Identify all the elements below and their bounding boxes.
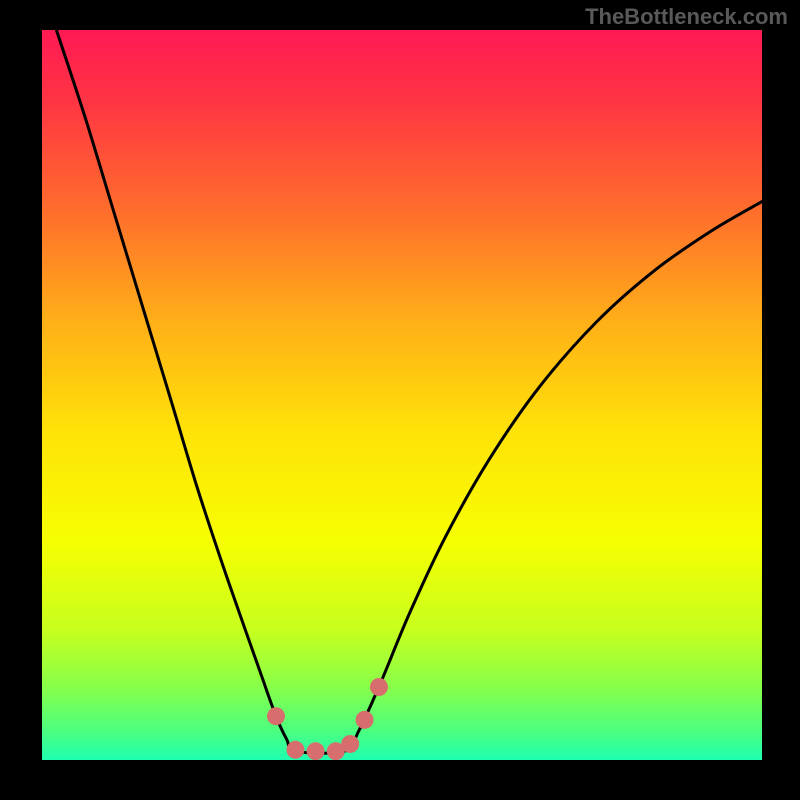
bottleneck-curve-path [56, 30, 762, 753]
data-marker [267, 707, 285, 725]
data-marker [370, 678, 388, 696]
bottleneck-curves [42, 30, 762, 760]
data-marker [307, 742, 325, 760]
data-marker [286, 741, 304, 759]
plot-area [42, 30, 762, 760]
data-marker [356, 711, 374, 729]
watermark-text: TheBottleneck.com [585, 4, 788, 30]
chart-container: TheBottleneck.com [0, 0, 800, 800]
data-marker [341, 735, 359, 753]
